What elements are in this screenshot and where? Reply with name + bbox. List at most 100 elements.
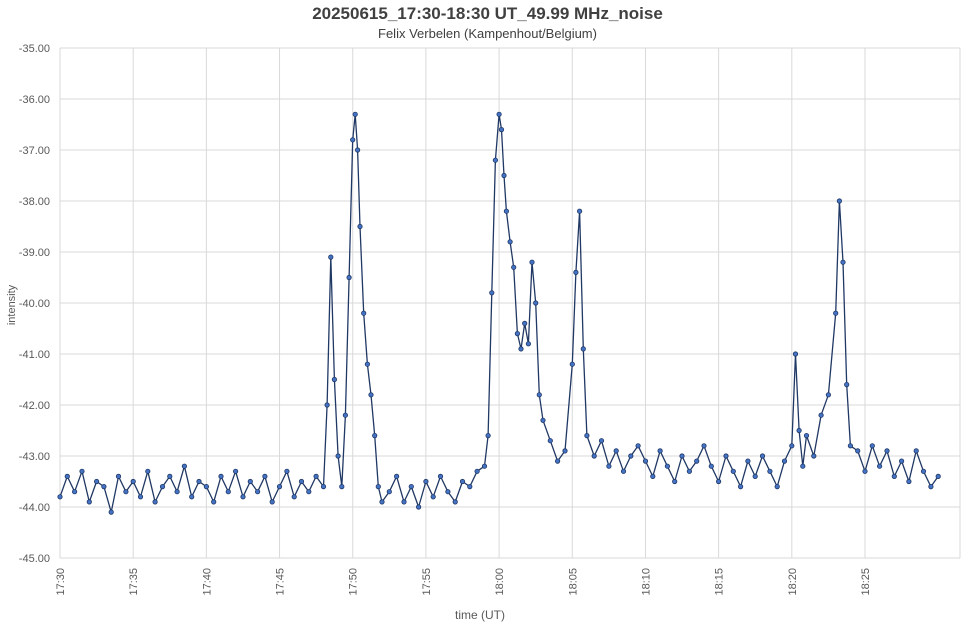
data-point bbox=[372, 432, 378, 439]
data-point bbox=[679, 453, 685, 459]
data-point bbox=[650, 473, 656, 479]
data-point bbox=[708, 463, 714, 469]
data-point bbox=[306, 489, 312, 495]
data-point bbox=[324, 402, 330, 408]
data-point bbox=[79, 468, 85, 474]
data-point bbox=[664, 463, 671, 469]
data-point bbox=[218, 473, 224, 479]
data-point bbox=[445, 489, 451, 495]
data-point bbox=[869, 443, 875, 449]
data-point bbox=[715, 478, 722, 485]
x-tick-label: 18:00 bbox=[494, 568, 506, 596]
data-point bbox=[386, 489, 392, 495]
data-point bbox=[101, 483, 107, 490]
data-point bbox=[375, 483, 381, 490]
data-point bbox=[514, 330, 521, 337]
data-point bbox=[459, 478, 466, 485]
data-point bbox=[811, 453, 817, 459]
data-point bbox=[884, 448, 890, 454]
data-point bbox=[569, 361, 575, 367]
data-point bbox=[844, 381, 850, 388]
data-point bbox=[533, 300, 539, 306]
data-point bbox=[64, 473, 70, 479]
data-point bbox=[701, 443, 707, 449]
data-point bbox=[686, 468, 693, 474]
data-point bbox=[342, 412, 348, 418]
y-tick-label: -45.00 bbox=[19, 553, 50, 565]
data-point bbox=[489, 290, 495, 296]
data-point bbox=[364, 361, 370, 367]
data-point bbox=[174, 489, 180, 495]
y-tick-label: -39.00 bbox=[19, 247, 50, 259]
data-point bbox=[800, 463, 806, 469]
data-point bbox=[730, 468, 736, 474]
data-point bbox=[152, 499, 158, 505]
data-point bbox=[401, 499, 407, 505]
data-point bbox=[833, 310, 839, 316]
data-point bbox=[774, 483, 780, 490]
data-point bbox=[328, 254, 334, 260]
data-point bbox=[792, 351, 799, 357]
data-point bbox=[481, 463, 488, 469]
y-tick-label: -40.00 bbox=[19, 298, 50, 310]
data-point bbox=[573, 269, 579, 275]
data-point bbox=[767, 468, 773, 474]
data-point bbox=[855, 448, 861, 454]
data-point bbox=[584, 432, 590, 439]
data-point bbox=[529, 259, 535, 265]
y-tick-label: -41.00 bbox=[19, 349, 50, 361]
data-point bbox=[522, 320, 528, 326]
data-point bbox=[339, 483, 345, 490]
data-point bbox=[393, 473, 400, 479]
data-point bbox=[635, 443, 641, 449]
data-point bbox=[485, 432, 491, 439]
y-tick-label: -38.00 bbox=[19, 196, 50, 208]
data-point bbox=[335, 453, 341, 459]
data-point bbox=[525, 341, 532, 347]
y-tick-label: -36.00 bbox=[19, 94, 50, 106]
data-point bbox=[181, 463, 187, 469]
data-point bbox=[269, 499, 275, 505]
data-point bbox=[354, 147, 361, 153]
data-point bbox=[361, 310, 367, 316]
data-point bbox=[108, 509, 114, 515]
data-point bbox=[840, 259, 846, 265]
data-point bbox=[576, 208, 583, 214]
data-point bbox=[657, 448, 663, 454]
x-tick-label: 17:35 bbox=[128, 568, 140, 596]
data-point bbox=[606, 463, 612, 469]
data-point bbox=[540, 417, 546, 423]
data-point bbox=[642, 458, 649, 464]
data-point bbox=[320, 483, 327, 490]
chart-title: 20250615_17:30-18:30 UT_49.99 MHz_noise bbox=[312, 4, 663, 23]
data-point bbox=[562, 448, 568, 454]
data-point bbox=[240, 494, 246, 500]
y-tick-label: -43.00 bbox=[19, 451, 50, 463]
data-point bbox=[876, 463, 883, 469]
data-point bbox=[298, 478, 305, 485]
data-point bbox=[518, 346, 524, 352]
y-tick-label: -35.00 bbox=[19, 43, 50, 55]
data-point bbox=[613, 448, 619, 454]
x-tick-label: 17:50 bbox=[348, 568, 360, 596]
data-point bbox=[836, 198, 843, 204]
data-point bbox=[501, 172, 507, 179]
data-point bbox=[628, 453, 634, 459]
data-point bbox=[196, 478, 202, 485]
data-point bbox=[452, 499, 458, 505]
data-point bbox=[467, 483, 473, 490]
data-point bbox=[145, 468, 151, 474]
chart-subtitle: Felix Verbelen (Kampenhout/Belgium) bbox=[378, 26, 597, 41]
data-point bbox=[255, 489, 261, 495]
data-point bbox=[928, 483, 934, 490]
data-point bbox=[57, 494, 63, 500]
data-point bbox=[723, 453, 729, 459]
data-point bbox=[620, 468, 627, 474]
data-point bbox=[284, 468, 290, 474]
data-point bbox=[72, 489, 78, 495]
data-point bbox=[115, 473, 122, 479]
data-point bbox=[350, 137, 356, 143]
data-point bbox=[694, 458, 700, 464]
x-tick-label: 18:10 bbox=[640, 568, 652, 596]
